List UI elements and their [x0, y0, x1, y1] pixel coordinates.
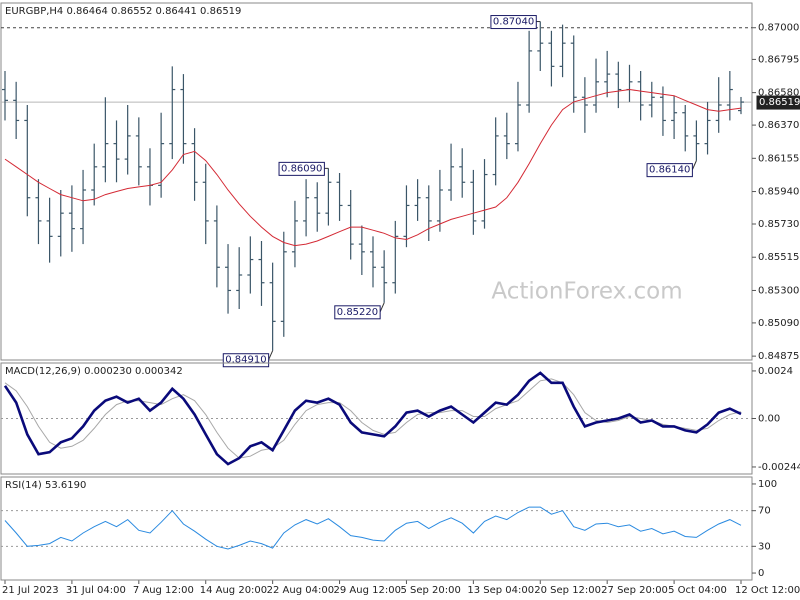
panel-title: EURGBP,H4 0.86464 0.86552 0.86441 0.8651… [5, 6, 241, 17]
series-line [3, 371, 742, 466]
panel-frame [0, 476, 753, 581]
y-tick-label: 0.85515 [758, 252, 799, 263]
y-tick-label: 0 [758, 568, 764, 579]
label-box [646, 163, 693, 178]
annotation-label: 0.84910 [225, 355, 266, 366]
panel-title: RSI(14) 53.6190 [5, 480, 86, 491]
annotation-label: 0.86090 [281, 163, 322, 174]
annotation-label: 0.87040 [493, 17, 534, 28]
y-tick-label: 0.87000 [758, 23, 799, 34]
y-tick-label: 0.85090 [758, 318, 799, 329]
y-tick-label: 0.86795 [758, 54, 799, 65]
x-tick-label: 29 Aug 12:00 [334, 585, 401, 596]
y-tick-label: 100 [758, 479, 777, 490]
x-tick-label: 27 Sep 20:00 [601, 585, 668, 596]
y-tick-label: 0.00 [758, 414, 780, 425]
annotation-leader [379, 302, 385, 313]
annotation-leader [691, 160, 697, 170]
x-tick-label: 31 Jul 04:00 [66, 585, 126, 596]
moving-average [4, 88, 742, 247]
series-line [4, 378, 742, 459]
panel-frame [0, 2, 753, 361]
y-tick-label: 0.86370 [758, 120, 799, 131]
y-tick-label: 0.85730 [758, 219, 799, 230]
y-tick-label: -0.002445 [758, 462, 800, 473]
annotation-leader [268, 350, 274, 360]
panel-title: MACD(12,26,9) 0.000230 0.000342 [5, 366, 183, 377]
label-box [278, 161, 325, 176]
y-tick-label: 0.84875 [758, 351, 799, 362]
label-box [756, 95, 800, 110]
watermark: ActionForex.com [491, 279, 682, 305]
y-tick-label: 0.86580 [758, 88, 799, 99]
x-tick-label: 5 Oct 04:00 [668, 585, 727, 596]
x-tick-label: 12 Oct 12:00 [735, 585, 800, 596]
label-box [490, 15, 537, 30]
y-tick-label: 0.85300 [758, 285, 799, 296]
x-tick-label: 5 Sep 20:00 [400, 585, 460, 596]
y-tick-label: 30 [758, 541, 771, 552]
y-tick-label: 0.0024 [758, 366, 793, 377]
y-tick-label: 0.85940 [758, 187, 799, 198]
series-line [4, 506, 742, 550]
current-price-label: 0.86519 [759, 97, 800, 108]
annotation-label: 0.86140 [649, 165, 690, 176]
annotation-label: 0.85220 [337, 307, 378, 318]
y-tick-label: 0.86155 [758, 153, 799, 164]
x-tick-label: 21 Jul 2023 [2, 585, 59, 596]
x-tick-label: 13 Sep 04:00 [467, 585, 534, 596]
x-tick-label: 20 Sep 12:00 [534, 585, 601, 596]
x-tick-label: 22 Aug 04:00 [267, 585, 334, 596]
label-box [334, 305, 381, 320]
x-tick-label: 7 Aug 12:00 [133, 585, 194, 596]
y-tick-label: 70 [758, 506, 771, 517]
x-tick-label: 14 Aug 20:00 [200, 585, 267, 596]
